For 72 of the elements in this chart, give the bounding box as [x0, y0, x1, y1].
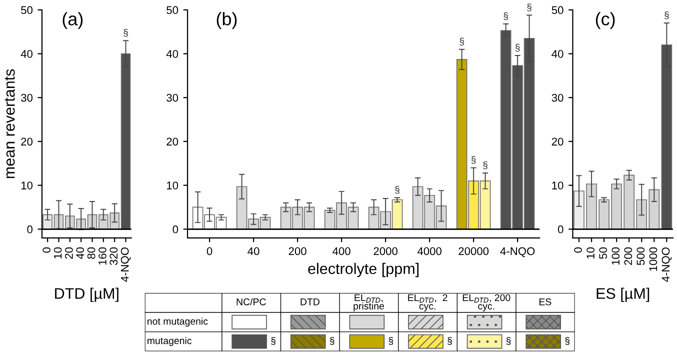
x-axis-title: electrolyte [ppm]	[308, 262, 419, 278]
x-tick-label: 100	[612, 247, 620, 265]
y-tick-label: 10	[21, 182, 33, 190]
y-tick-label: 50	[552, 6, 564, 14]
text: EL$_{DTD}$, pristine	[354, 294, 384, 312]
chart-title: (b)	[216, 12, 237, 29]
x-tick-label: 40	[76, 247, 84, 260]
data-label: §	[527, 3, 532, 12]
x-tick-label: 4-NQO	[120, 247, 131, 282]
y-tick-label: 40	[166, 50, 178, 58]
x-tick-label: 4-NQO	[500, 247, 535, 258]
x-tick-label: 0	[574, 247, 582, 253]
text: §	[330, 336, 334, 345]
y-tick-label: 10	[552, 182, 564, 190]
text: §	[271, 336, 276, 345]
y-tick-label: 30	[552, 94, 564, 102]
data-label: §	[124, 28, 128, 37]
y-tick-label: 20	[166, 138, 178, 146]
data-label: §	[395, 186, 400, 194]
text: §	[565, 336, 570, 345]
text: not mutagenic	[148, 318, 208, 327]
text: EL$_{DTD}$, 200 cyc.	[462, 294, 510, 312]
text: §	[448, 336, 452, 345]
y-tick-label: 50	[166, 6, 178, 14]
y-tick-label: 10	[166, 182, 178, 190]
x-tick-label: 320	[110, 247, 118, 266]
x-tick-label: 50	[599, 247, 608, 259]
x-tick-label: 500	[636, 247, 645, 266]
x-tick-label: 200	[288, 247, 306, 256]
y-axis-title: mean revertants	[4, 69, 15, 178]
x-tick-label: 400	[332, 247, 350, 256]
chart-title: (c)	[596, 12, 615, 29]
x-tick-label: 80	[87, 247, 96, 259]
text: EL$_{DTD}$, 2 cyc.	[408, 294, 448, 312]
x-tick-label: 2000	[374, 247, 398, 256]
x-axis-title: DTD [µM]	[55, 288, 118, 302]
x-tick-label: 1000	[649, 247, 658, 271]
x-tick-label: 10	[54, 247, 62, 258]
text: §	[506, 336, 511, 345]
data-label: §	[471, 156, 476, 164]
chart-title: (a)	[62, 12, 83, 29]
x-tick-label: 0	[42, 247, 51, 253]
x-tick-label: 200	[624, 247, 632, 265]
y-tick-label: 30	[166, 94, 178, 102]
x-tick-label: 4000	[417, 247, 442, 256]
x-tick-label: 40	[248, 247, 260, 256]
y-tick-label: 0	[558, 225, 564, 234]
text: mutagenic	[148, 336, 192, 346]
text: §	[388, 336, 394, 345]
text: ES	[539, 298, 552, 306]
y-tick-label: 30	[21, 94, 33, 102]
x-tick-label: 0	[206, 247, 212, 256]
y-tick-label: 20	[21, 138, 33, 146]
text: NC/PC	[236, 298, 266, 306]
x-tick-label: 160	[98, 247, 106, 265]
x-tick-label: 10	[586, 247, 595, 258]
x-tick-label: 4-NQO	[662, 247, 672, 282]
y-tick-label: 50	[21, 6, 33, 14]
y-tick-label: 40	[552, 50, 564, 58]
data-label: §	[460, 38, 464, 46]
y-tick-label: 0	[27, 225, 33, 234]
y-tick-label: 40	[20, 50, 33, 58]
data-label: §	[504, 12, 508, 20]
data-label: §	[515, 44, 520, 52]
y-tick-label: 0	[172, 225, 178, 234]
data-label: §	[664, 11, 669, 20]
text: DTD	[300, 298, 320, 306]
y-tick-label: 20	[552, 138, 564, 146]
x-axis-title: ES [µM]	[596, 288, 650, 302]
x-tick-label: 20	[65, 247, 73, 259]
data-label: §	[483, 161, 488, 170]
x-tick-label: 20000	[458, 247, 489, 256]
